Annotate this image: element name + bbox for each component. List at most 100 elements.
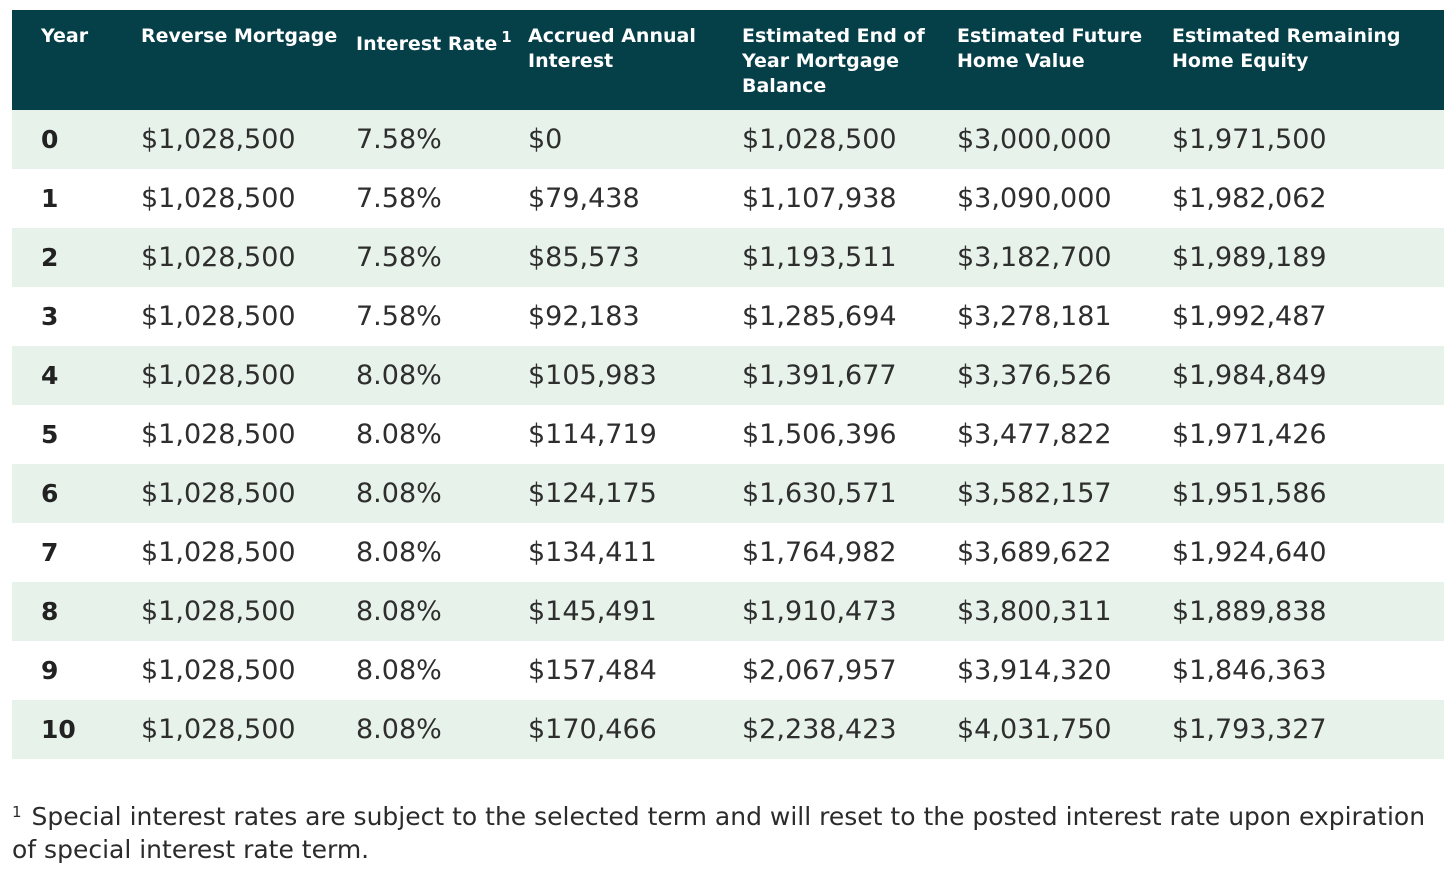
accrued-interest-cell: $92,183 bbox=[528, 301, 640, 332]
reverse-mortgage-cell: $1,028,500 bbox=[141, 360, 296, 391]
table-row: 1 $1,028,500 7.58% $79,438 $1,107,938 $3,090,… bbox=[12, 169, 1444, 228]
header-reverse-mortgage: Reverse Mortgage bbox=[141, 25, 338, 47]
accrued-interest-cell: $157,484 bbox=[528, 655, 657, 686]
future-home-value-cell: $3,800,311 bbox=[957, 596, 1112, 627]
reverse-mortgage-cell: $1,028,500 bbox=[141, 242, 296, 273]
table-row: 3 $1,028,500 7.58% $92,183 $1,285,694 $3,278,… bbox=[12, 287, 1444, 346]
table-row: 4 $1,028,500 8.08% $105,983 $1,391,677 $3,376… bbox=[12, 346, 1444, 405]
footnote-marker: 1 bbox=[12, 803, 22, 821]
future-home-value-cell: $3,376,526 bbox=[957, 360, 1112, 391]
interest-rate-cell: 8.08% bbox=[356, 596, 442, 627]
end-balance-cell: $1,285,694 bbox=[742, 301, 897, 332]
remaining-equity-cell: $1,846,363 bbox=[1172, 655, 1327, 686]
accrued-interest-cell: $85,573 bbox=[528, 242, 640, 273]
header-interest-rate: Interest Rate 1 bbox=[356, 10, 528, 110]
accrued-interest-cell: $0 bbox=[528, 124, 563, 155]
table-body: 0 $1,028,500 7.58% $0 $1,028,500 $3,000,000 $1… bbox=[12, 110, 1444, 759]
reverse-mortgage-cell: $1,028,500 bbox=[141, 655, 296, 686]
year-cell: 0 bbox=[41, 125, 59, 154]
future-home-value-cell: $3,278,181 bbox=[957, 301, 1112, 332]
header-accrued-annual-interest: Accrued Annual Interest bbox=[528, 25, 696, 72]
end-balance-cell: $1,910,473 bbox=[742, 596, 897, 627]
remaining-equity-cell: $1,984,849 bbox=[1172, 360, 1327, 391]
year-cell: 4 bbox=[41, 361, 59, 390]
end-balance-cell: $1,630,571 bbox=[742, 478, 897, 509]
reverse-mortgage-cell: $1,028,500 bbox=[141, 478, 296, 509]
reverse-mortgage-cell: $1,028,500 bbox=[141, 301, 296, 332]
header-interest-rate-label: Interest Rate bbox=[356, 33, 498, 55]
accrued-interest-cell: $145,491 bbox=[528, 596, 657, 627]
table-row: 6 $1,028,500 8.08% $124,175 $1,630,571 $3,582… bbox=[12, 464, 1444, 523]
future-home-value-cell: $3,182,700 bbox=[957, 242, 1112, 273]
remaining-equity-cell: $1,924,640 bbox=[1172, 537, 1327, 568]
accrued-interest-cell: $124,175 bbox=[528, 478, 657, 509]
footnote-marker-header: 1 bbox=[501, 28, 512, 46]
end-balance-cell: $2,238,423 bbox=[742, 714, 897, 745]
table-row: 2 $1,028,500 7.58% $85,573 $1,193,511 $3,182,… bbox=[12, 228, 1444, 287]
year-cell: 8 bbox=[41, 597, 59, 626]
end-balance-cell: $1,107,938 bbox=[742, 183, 897, 214]
year-cell: 1 bbox=[41, 184, 59, 213]
header-end-of-year-balance: Estimated End of Year Mortgage Balance bbox=[742, 25, 925, 97]
end-balance-cell: $2,067,957 bbox=[742, 655, 897, 686]
end-balance-cell: $1,506,396 bbox=[742, 419, 897, 450]
table-header: Year Reverse Mortgage Interest Rate 1 Acc… bbox=[12, 10, 1444, 110]
end-balance-cell: $1,193,511 bbox=[742, 242, 897, 273]
future-home-value-cell: $3,914,320 bbox=[957, 655, 1112, 686]
future-home-value-cell: $3,477,822 bbox=[957, 419, 1112, 450]
table-row: 10 $1,028,500 8.08% $170,466 $2,238,423 $4,03… bbox=[12, 700, 1444, 759]
interest-rate-cell: 8.08% bbox=[356, 360, 442, 391]
year-cell: 10 bbox=[41, 715, 76, 744]
remaining-equity-cell: $1,971,500 bbox=[1172, 124, 1327, 155]
footnote: 1 Special interest rates are subject to t… bbox=[12, 800, 1444, 866]
end-balance-cell: $1,764,982 bbox=[742, 537, 897, 568]
header-remaining-home-equity: Estimated Remaining Home Equity bbox=[1172, 25, 1401, 72]
future-home-value-cell: $3,090,000 bbox=[957, 183, 1112, 214]
year-cell: 2 bbox=[41, 243, 59, 272]
reverse-mortgage-cell: $1,028,500 bbox=[141, 596, 296, 627]
remaining-equity-cell: $1,951,586 bbox=[1172, 478, 1327, 509]
remaining-equity-cell: $1,982,062 bbox=[1172, 183, 1327, 214]
future-home-value-cell: $3,689,622 bbox=[957, 537, 1112, 568]
remaining-equity-cell: $1,889,838 bbox=[1172, 596, 1327, 627]
end-balance-cell: $1,391,677 bbox=[742, 360, 897, 391]
interest-rate-cell: 8.08% bbox=[356, 655, 442, 686]
interest-rate-cell: 8.08% bbox=[356, 714, 442, 745]
year-cell: 3 bbox=[41, 302, 59, 331]
future-home-value-cell: $3,000,000 bbox=[957, 124, 1112, 155]
year-cell: 7 bbox=[41, 538, 59, 567]
table-row: 8 $1,028,500 8.08% $145,491 $1,910,473 $3,800… bbox=[12, 582, 1444, 641]
reverse-mortgage-cell: $1,028,500 bbox=[141, 537, 296, 568]
end-balance-cell: $1,028,500 bbox=[742, 124, 897, 155]
reverse-mortgage-cell: $1,028,500 bbox=[141, 714, 296, 745]
interest-rate-cell: 8.08% bbox=[356, 478, 442, 509]
remaining-equity-cell: $1,971,426 bbox=[1172, 419, 1327, 450]
interest-rate-cell: 7.58% bbox=[356, 124, 442, 155]
accrued-interest-cell: $114,719 bbox=[528, 419, 657, 450]
accrued-interest-cell: $170,466 bbox=[528, 714, 657, 745]
reverse-mortgage-cell: $1,028,500 bbox=[141, 419, 296, 450]
mortgage-projection-table-wrapper: Year Reverse Mortgage Interest Rate 1 Acc… bbox=[12, 10, 1444, 759]
remaining-equity-cell: $1,989,189 bbox=[1172, 242, 1327, 273]
accrued-interest-cell: $79,438 bbox=[528, 183, 640, 214]
table-row: 9 $1,028,500 8.08% $157,484 $2,067,957 $3,914… bbox=[12, 641, 1444, 700]
future-home-value-cell: $3,582,157 bbox=[957, 478, 1112, 509]
future-home-value-cell: $4,031,750 bbox=[957, 714, 1112, 745]
interest-rate-cell: 8.08% bbox=[356, 419, 442, 450]
year-cell: 6 bbox=[41, 479, 59, 508]
table-row: 0 $1,028,500 7.58% $0 $1,028,500 $3,000,000 $1… bbox=[12, 110, 1444, 169]
year-cell: 9 bbox=[41, 656, 59, 685]
table-row: 5 $1,028,500 8.08% $114,719 $1,506,396 $3,477… bbox=[12, 405, 1444, 464]
footnote-text: Special interest rates are subject to th… bbox=[12, 802, 1426, 864]
interest-rate-cell: 8.08% bbox=[356, 537, 442, 568]
interest-rate-cell: 7.58% bbox=[356, 242, 442, 273]
table-row: 7 $1,028,500 8.08% $134,411 $1,764,982 $3,689… bbox=[12, 523, 1444, 582]
remaining-equity-cell: $1,992,487 bbox=[1172, 301, 1327, 332]
interest-rate-cell: 7.58% bbox=[356, 301, 442, 332]
reverse-mortgage-cell: $1,028,500 bbox=[141, 124, 296, 155]
interest-rate-cell: 7.58% bbox=[356, 183, 442, 214]
header-row: Year Reverse Mortgage Interest Rate 1 Acc… bbox=[12, 10, 1444, 110]
header-future-home-value: Estimated Future Home Value bbox=[957, 25, 1143, 72]
accrued-interest-cell: $105,983 bbox=[528, 360, 657, 391]
header-year: Year bbox=[41, 25, 89, 47]
